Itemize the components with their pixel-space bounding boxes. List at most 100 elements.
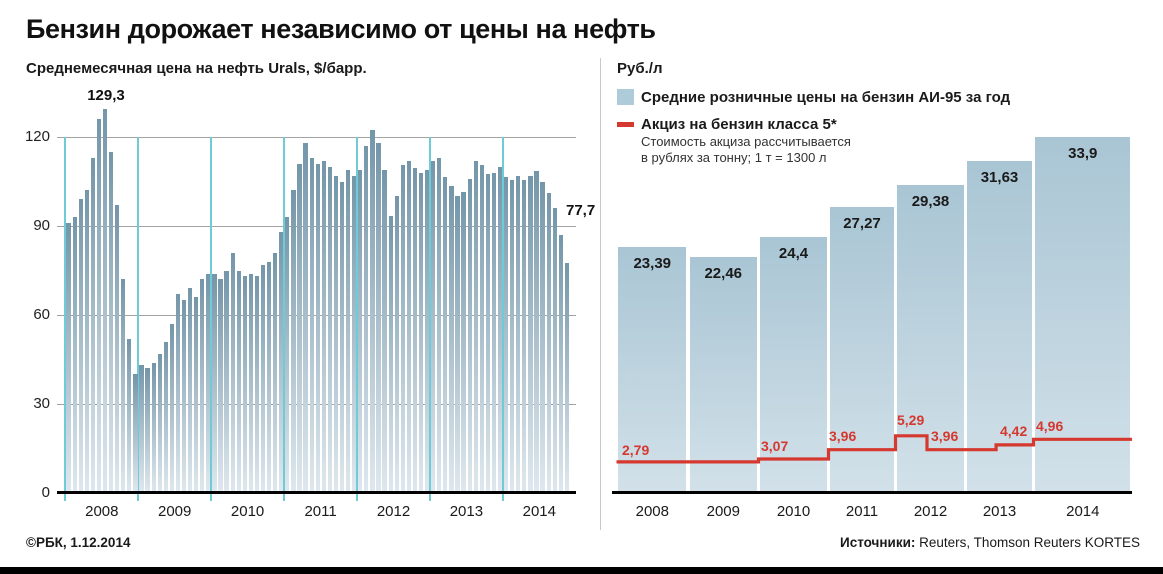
oil-annotation-77,7: 77,7 [566, 202, 596, 219]
x-tick-label-2010: 2010 [230, 503, 265, 520]
oil-bar-month [473, 160, 478, 493]
oil-bar-month [84, 190, 89, 493]
oil-bar-month [218, 279, 223, 493]
x-tick-label-2009: 2009 [158, 503, 192, 520]
oil-bar-month [376, 142, 381, 493]
gas-chart-unit-label: Руб./л [617, 60, 663, 77]
oil-bar-month [443, 177, 448, 493]
y-tick-label-30: 30 [33, 395, 50, 412]
excise-value-label: 3,96 [931, 428, 959, 444]
x-tick-label-2014: 2014 [522, 503, 556, 520]
excise-note-line-1: Стоимость акциза рассчитывается [641, 134, 851, 149]
oil-bar-month [522, 180, 527, 493]
y-tick-label-120: 120 [24, 128, 50, 145]
oil-bar-month [467, 178, 472, 493]
oil-bar-month [200, 279, 205, 493]
oil-bar-month [175, 294, 181, 493]
oil-bar-month [303, 142, 308, 493]
oil-bar-month [115, 205, 120, 493]
gas-bar-2011 [830, 206, 894, 491]
footer-credit: ©РБК, 1.12.2014 [26, 535, 131, 550]
oil-bar-month [194, 297, 199, 493]
x-tick-label-2013: 2013 [449, 503, 484, 520]
y-tick-label-60: 60 [33, 306, 50, 323]
oil-bar-month [412, 168, 418, 493]
oil-bar-month [358, 169, 363, 493]
oil-bar-month [558, 234, 563, 493]
oil-bar-month [370, 129, 375, 493]
year-separator-line [283, 137, 286, 501]
year-separator-line [64, 137, 67, 501]
page-title: Бензин дорожает независимо от цены на не… [26, 14, 656, 44]
oil-bar-month [352, 175, 357, 493]
excise-line-legend-swatch-icon [617, 122, 634, 127]
oil-bar-month [528, 175, 533, 493]
x-tick-label-2010: 2010 [776, 503, 811, 520]
oil-bar-month [333, 175, 339, 493]
oil-annotation-129,3: 129,3 [87, 87, 125, 104]
excise-note-line-2: в рублях за тонну; 1 т = 1300 л [641, 150, 827, 165]
oil-bar-month [382, 169, 387, 493]
oil-bar-month [327, 166, 332, 493]
oil-x-axis [57, 491, 576, 494]
oil-bar-month [406, 160, 411, 493]
oil-bar-month [534, 171, 539, 493]
oil-bar-month [546, 193, 551, 493]
x-tick-label-2009: 2009 [706, 503, 740, 520]
oil-bar-month [431, 160, 436, 493]
oil-chart-subtitle: Среднемесячная цена на нефть Urals, $/ба… [26, 60, 367, 77]
oil-bar-month [267, 261, 272, 493]
year-separator-line [501, 137, 504, 501]
oil-bar-month [236, 270, 241, 493]
oil-bar-month [102, 109, 108, 493]
footer-sources-text: Reuters, Thomson Reuters KORTES [915, 535, 1140, 550]
x-tick-label-2008: 2008 [635, 503, 669, 520]
oil-bar-month [297, 163, 302, 493]
year-separator-line [356, 137, 358, 501]
oil-bar-month [151, 362, 156, 493]
gas-bars-legend-label: Средние розничные цены на бензин АИ-95 з… [641, 89, 1011, 106]
panel-divider [600, 58, 601, 530]
oil-bar-month [242, 276, 247, 493]
oil-bar-month [479, 165, 484, 493]
oil-bar-month [224, 270, 229, 493]
oil-bar-month [485, 174, 491, 493]
oil-bar-month [321, 160, 326, 493]
gas-bar-2009 [689, 256, 757, 491]
oil-bar-month [188, 288, 193, 493]
x-tick-label-2013: 2013 [982, 503, 1017, 520]
oil-bar-month [339, 181, 345, 493]
oil-bar-month [516, 175, 521, 493]
x-tick-label-2011: 2011 [304, 503, 337, 520]
oil-bar-month [279, 231, 284, 493]
oil-bar-month [552, 208, 557, 493]
gas-bar-value-2011: 27,27 [843, 214, 881, 232]
oil-bar-month [254, 276, 260, 493]
year-separator-line [429, 137, 431, 501]
gas-bar-value-2008: 23,39 [633, 255, 672, 272]
year-separator-line [210, 137, 213, 501]
x-tick-label-2014: 2014 [1066, 503, 1100, 520]
oil-bar-month [181, 300, 187, 493]
oil-bar-month [273, 252, 278, 493]
excise-value-label: 5,29 [897, 412, 925, 428]
oil-bar-month [437, 157, 442, 493]
y-gridline-120 [57, 137, 576, 138]
excise-value-label: 2,79 [622, 442, 650, 458]
gas-x-axis [612, 491, 1132, 494]
gas-bar-value-2013: 31,63 [980, 169, 1019, 186]
oil-bar-month [291, 190, 296, 493]
oil-bar-month [564, 262, 570, 493]
oil-bar-month [78, 199, 83, 493]
oil-bar-month [285, 217, 290, 493]
oil-bar-month [504, 177, 509, 493]
oil-bar-month [346, 169, 351, 493]
footer-sources-label: Источники: [840, 535, 916, 550]
excise-value-label: 4,42 [1000, 423, 1028, 439]
year-separator-line [137, 137, 140, 501]
footer-sources: Источники: Reuters, Thomson Reuters KORT… [840, 535, 1140, 550]
excise-value-label: 3,07 [761, 438, 789, 454]
x-tick-label-2011: 2011 [845, 503, 879, 520]
